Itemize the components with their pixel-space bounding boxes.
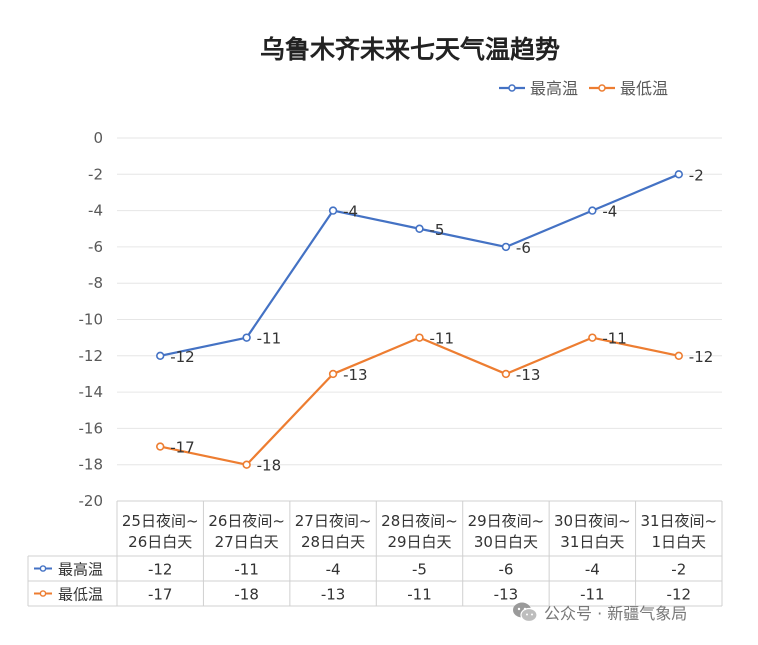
watermark: 公众号 · 新疆气象局: [512, 600, 687, 624]
table-cell: -4: [585, 561, 600, 579]
watermark-text: 公众号 · 新疆气象局: [544, 604, 688, 623]
category-label: 27日白天: [215, 533, 279, 551]
series-line-min: [159, 336, 680, 466]
data-point: [415, 333, 424, 342]
table-cell: -12: [667, 586, 692, 604]
data-label: -18: [257, 457, 282, 475]
y-tick-label: -12: [79, 347, 104, 365]
data-label: -13: [343, 366, 368, 384]
data-label: -6: [516, 239, 531, 257]
y-tick-label: -16: [79, 419, 104, 437]
table-cell: -6: [498, 561, 513, 579]
data-point: [588, 333, 597, 342]
data-point: [242, 333, 251, 342]
table-cell: -17: [148, 586, 173, 604]
data-point: [674, 170, 683, 179]
table-cell: -2: [671, 561, 686, 579]
y-tick-label: -14: [79, 383, 104, 401]
data-label: -12: [170, 348, 195, 366]
y-axis: 0 -2 -4 -6 -8 -10 -12 -14 -16 -18 -20: [79, 129, 104, 510]
data-point: [501, 242, 511, 252]
category-label: 28日夜间~: [381, 512, 458, 530]
data-point: [674, 351, 683, 360]
table-cell: -18: [234, 586, 259, 604]
category-label: 30日夜间~: [554, 512, 631, 530]
category-label: 25日夜间~: [122, 512, 199, 530]
category-label: 31日夜间~: [640, 512, 717, 530]
y-tick-label: -8: [88, 274, 103, 292]
data-label: -11: [602, 330, 627, 348]
data-label: -5: [430, 221, 445, 239]
category-label: 30日白天: [474, 533, 538, 551]
gridlines: [117, 137, 722, 502]
data-label: -12: [689, 348, 714, 366]
data-table: 25日夜间~ 26日白天 26日夜间~ 27日白天 27日夜间~ 28日白天 28日夜间~ 2…: [27, 500, 723, 607]
data-label: -17: [170, 439, 195, 457]
data-point: [156, 442, 165, 451]
table-row-label: 最高温: [58, 561, 103, 579]
chart-title: 乌鲁木齐未来七天气温趋势: [260, 35, 560, 64]
table-cell: -13: [321, 586, 346, 604]
data-label: -11: [430, 330, 455, 348]
category-label: 31日白天: [560, 533, 624, 551]
legend-marker: [508, 84, 516, 92]
category-label: 29日白天: [387, 533, 451, 551]
table-cell: -12: [148, 561, 173, 579]
y-tick-label: -18: [79, 456, 104, 474]
y-tick-label: -6: [88, 238, 103, 256]
data-label: -4: [343, 203, 358, 221]
table-cell: -4: [326, 561, 341, 579]
data-point: [588, 206, 597, 215]
y-tick-label: -10: [79, 311, 104, 329]
category-label: 1日白天: [652, 533, 707, 551]
category-label: 26日夜间~: [208, 512, 285, 530]
y-tick-label: -20: [79, 492, 104, 510]
category-label: 28日白天: [301, 533, 365, 551]
legend-label: 最高温: [530, 79, 578, 98]
y-tick-label: -4: [88, 202, 103, 220]
series-line-max: [159, 173, 680, 357]
data-label: -11: [257, 330, 282, 348]
data-point: [328, 369, 338, 379]
table-cell: -11: [580, 586, 605, 604]
data-point: [328, 206, 338, 215]
data-label: -4: [602, 203, 617, 221]
data-point: [156, 351, 165, 360]
table-legend-marker: [39, 590, 47, 597]
data-point: [242, 460, 251, 469]
legend: 最高温 最低温: [499, 79, 668, 98]
wechat-icon: [513, 602, 538, 623]
data-label: -13: [516, 366, 541, 384]
y-tick-label: -2: [88, 165, 103, 183]
data-point: [415, 224, 424, 233]
series-layer: -12 -11 -4 -5 -6 -4 -2 -17 -18 -13 -11 -13 -11 -12: [156, 166, 714, 475]
table-legend-marker: [39, 565, 47, 572]
table-row-label: 最低温: [58, 586, 103, 604]
data-label: -2: [689, 166, 704, 184]
legend-label: 最低温: [620, 79, 668, 98]
data-point: [501, 369, 511, 379]
table-cell: -13: [494, 586, 519, 604]
category-label: 29日夜间~: [468, 512, 545, 530]
table-cell: -11: [407, 586, 432, 604]
table-cell: -5: [412, 561, 427, 579]
table-cell: -11: [234, 561, 259, 579]
category-label: 26日白天: [128, 533, 192, 551]
legend-marker: [598, 84, 606, 92]
category-label: 27日夜间~: [295, 512, 372, 530]
y-tick-label: 0: [93, 129, 103, 147]
